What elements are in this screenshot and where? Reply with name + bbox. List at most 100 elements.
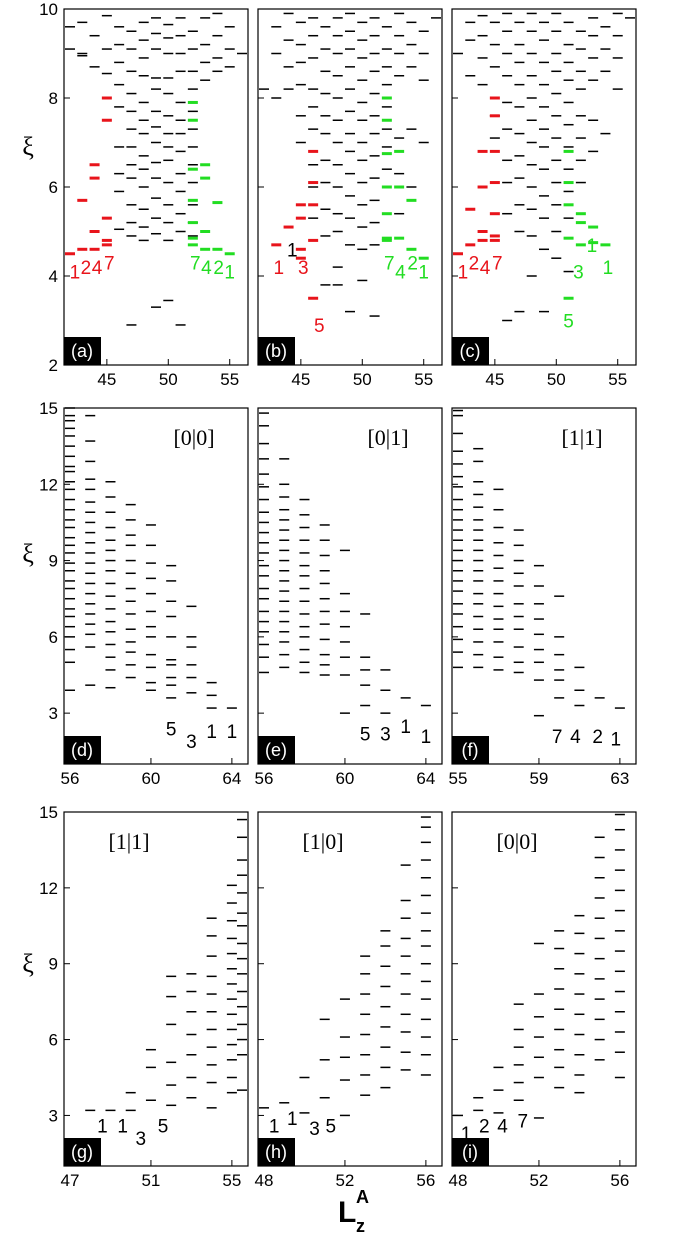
level-number-label: 2 (213, 258, 224, 279)
level-number-label: 7 (190, 254, 201, 275)
panel-f: 55 59 63 7 4 2 1 [1|1] (f) (449, 407, 637, 788)
x-tick-label: 55 (414, 370, 433, 389)
panel-tag-bg (258, 1138, 295, 1166)
x-tick-label: 52 (529, 1171, 548, 1190)
x-tick-label: 64 (222, 769, 241, 788)
level-number-label: 1 (418, 263, 429, 284)
y-tick-label: 3 (49, 1106, 58, 1125)
level-number-label: 1 (206, 722, 217, 743)
sector-label: [0|1] (367, 425, 408, 450)
level-number-label: 7 (517, 1111, 528, 1132)
x-axis-title: L z A (338, 1187, 369, 1236)
x-tick-label: 55 (449, 769, 468, 788)
level-number-label: 7 (552, 727, 563, 748)
panel-tag-bg (258, 337, 295, 365)
x-tick-label: 56 (610, 1171, 629, 1190)
x-tick-label: 55 (608, 370, 627, 389)
y-tick-label: 6 (49, 628, 58, 647)
y-tick-label: 10 (39, 0, 58, 19)
x-tick-label: 59 (529, 769, 548, 788)
level-number-label: 4 (395, 263, 406, 284)
panel-tag-label: (c) (460, 341, 481, 361)
panel-h: 48 52 561 1 3 5[1|0](h) (255, 811, 443, 1190)
x-tick-label: 51 (141, 1171, 160, 1190)
level-number-label: 4 (92, 258, 103, 279)
x-tick-label: 52 (335, 1171, 354, 1190)
level-number-label: 1 (287, 240, 298, 261)
sector-label: [1|1] (561, 425, 602, 450)
y-tick-label: 6 (49, 178, 58, 197)
level-number-label: 1 (70, 263, 81, 284)
x-tick-label: 47 (61, 1171, 80, 1190)
panel-tag-label: (a) (71, 341, 93, 361)
level-number-label: 5 (158, 1117, 169, 1138)
level-number-label: 1 (287, 1109, 298, 1130)
panel-tag-bg (64, 736, 101, 764)
level-number-label: 4 (480, 258, 491, 279)
level-number-label: 4 (570, 727, 581, 748)
panel-tag-bg (452, 337, 489, 365)
level-number-label: 5 (563, 312, 574, 333)
panel-tag-label: (e) (265, 740, 287, 760)
panel-i: 48 52 56 1 2 4 7 [0|0] (i) (449, 811, 637, 1190)
y-tick-label: 6 (49, 1031, 58, 1050)
panel-frame (451, 407, 637, 765)
y-tick-label: 15 (39, 399, 58, 418)
level-number-label: 2 (81, 258, 92, 279)
panel-tag-bg (452, 736, 489, 764)
panel-frame (257, 811, 443, 1167)
x-tick-label: 56 (61, 769, 80, 788)
panel-tag-bg (64, 337, 101, 365)
x-tick-label: 63 (610, 769, 629, 788)
panel-frame (63, 407, 249, 765)
level-number-label: 1 (97, 1117, 108, 1138)
x-tick-label: 48 (449, 1171, 468, 1190)
x-tick-label: 60 (335, 769, 354, 788)
level-number-label: 1 (400, 717, 411, 738)
panel-tag-label: (g) (71, 1142, 93, 1162)
level-number-label: 3 (298, 258, 309, 279)
level-number-label: 2 (592, 727, 603, 748)
sector-label: [1|0] (302, 829, 343, 854)
x-tick-label: 60 (141, 769, 160, 788)
x-tick-label: 64 (416, 769, 435, 788)
x-tick-label: 56 (416, 1171, 435, 1190)
level-number-label: 1 (117, 1117, 128, 1138)
level-number-label: 3 (573, 263, 584, 284)
x-tick-label: 50 (159, 370, 178, 389)
y-tick-label: 12 (39, 475, 58, 494)
level-number-label: 3 (309, 1119, 320, 1140)
x-tick-label: 45 (291, 370, 310, 389)
ylabel-group: ξ ξ ξ (22, 132, 34, 978)
level-number-label: 7 (492, 254, 503, 275)
panel-tag-label: (f) (462, 740, 479, 760)
level-number-label: 3 (186, 732, 197, 753)
level-number-label: 4 (201, 258, 212, 279)
y-tick-label: 15 (39, 803, 58, 822)
panel-frame (451, 811, 637, 1167)
panel-tag-label: (d) (71, 740, 93, 760)
sector-label: [0|0] (496, 829, 537, 854)
level-number-label: 1 (603, 258, 614, 279)
level-number-label: 4 (497, 1117, 508, 1138)
level-number-label: 1 (224, 263, 235, 284)
level-number-label: 1 (458, 263, 469, 284)
panel-tag-label: (i) (462, 1142, 478, 1162)
ylabel-bottom: ξ (22, 949, 34, 978)
sector-label: [1|1] (108, 829, 149, 854)
level-number-label: 5 (360, 724, 371, 745)
level-number-label: 5 (166, 719, 177, 740)
level-number-label: 3 (380, 724, 391, 745)
x-tick-label: 48 (255, 1171, 274, 1190)
panel-frame (63, 811, 249, 1167)
level-number-label: 2 (479, 1117, 490, 1138)
level-number-label: 1 (227, 722, 238, 743)
sector-label: [0|0] (173, 425, 214, 450)
level-number-label: 2 (469, 254, 480, 275)
level-number-label: 1 (421, 727, 432, 748)
